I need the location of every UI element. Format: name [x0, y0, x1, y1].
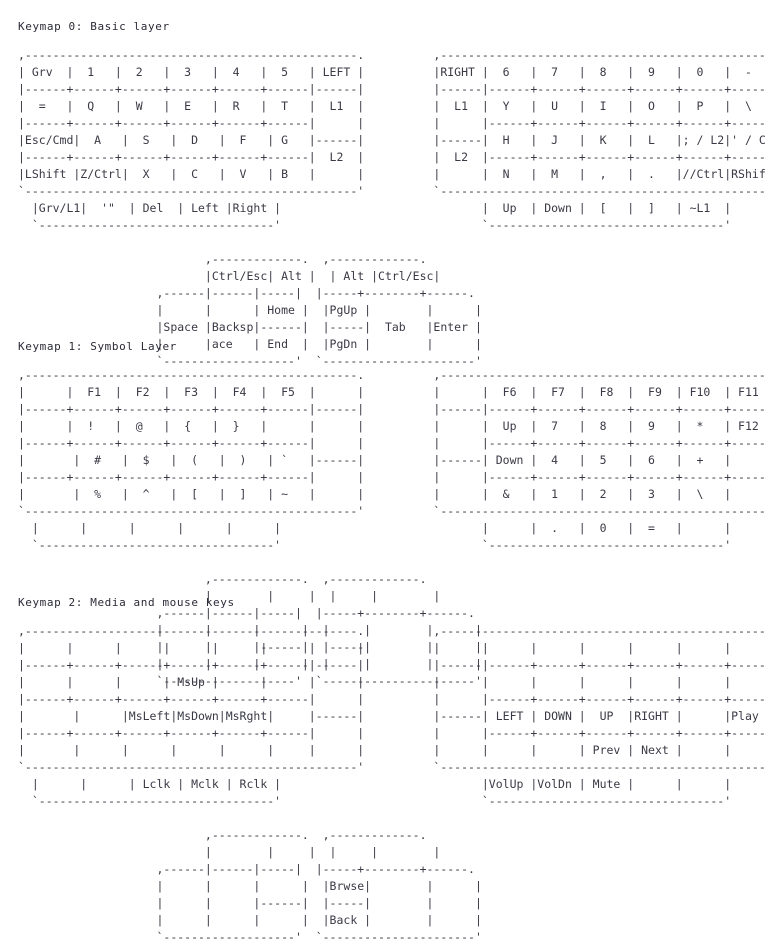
keymap-section-1: Keymap 1: Symbol Layer ,----------------… [18, 338, 765, 690]
keymap-2-title: Keymap 2: Media and mouse keys [18, 596, 235, 609]
keymap-2-ascii-art: ,---------------------------------------… [18, 624, 765, 944]
keymap-section-0: Keymap 0: Basic layer ,-----------------… [18, 18, 765, 370]
keymap-document: Keymap 0: Basic layer ,-----------------… [18, 18, 765, 944]
keymap-section-2: Keymap 2: Media and mouse keys ,--------… [18, 594, 765, 946]
keymap-1-title: Keymap 1: Symbol Layer [18, 340, 177, 353]
keymap-0-title: Keymap 0: Basic layer [18, 20, 170, 33]
keymap-1-ascii-art: ,---------------------------------------… [18, 368, 765, 688]
keymap-0-ascii-art: ,---------------------------------------… [18, 48, 765, 368]
